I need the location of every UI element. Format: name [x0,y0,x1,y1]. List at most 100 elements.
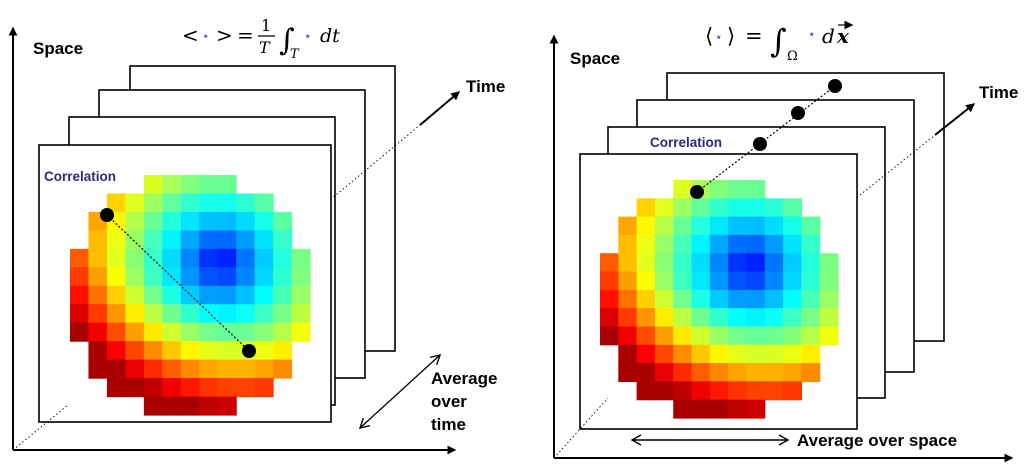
heatmap-cell [217,175,237,195]
heatmap-cell [125,378,145,398]
heatmap-cell [728,326,748,346]
heatmap-cell [125,193,145,213]
heatmap-cell [106,230,126,250]
heatmap-cell [199,341,219,361]
heatmap-cell [88,248,108,268]
heatmap-cell [709,234,729,254]
heatmap-cell [162,175,182,195]
heatmap-cell [673,344,693,364]
heatmap-cell [143,193,163,213]
heatmap-cell [273,267,293,287]
correlation-label: Correlation [44,169,116,184]
heatmap-cell [673,308,693,328]
heatmap-cell [691,253,711,273]
heatmap-cell [143,341,163,361]
average-over-time-arrow [358,354,442,429]
heatmap-cell [673,198,693,218]
heatmap-cell [199,211,219,231]
heatmap-cell [709,180,729,199]
heatmap-cell [746,253,766,273]
time-axis-arrow [419,91,461,126]
average-over-space-label: Average over space [797,431,957,450]
heatmap-cell [673,271,693,291]
left-panel: < ⋆ > = 1 T ∫ T ⋆ dt Space Time Correlat… [8,16,505,455]
heatmap-cell [70,304,90,324]
heatmap-cell [106,341,126,361]
heatmap-cell [654,308,674,328]
heatmap-cell [801,234,821,254]
heatmap-cell [143,396,163,416]
heatmap-cell [88,267,108,287]
heatmap-cell [254,230,274,250]
heatmap-cell [764,198,784,218]
heatmap-cell [600,326,619,346]
heatmap-cell [143,285,163,305]
heatmap-cell [801,271,821,291]
heatmap-cell [291,322,311,342]
heatmap-cell [819,271,839,291]
heatmap-cell [273,322,293,342]
heatmap-cell [162,378,182,398]
heatmap-cell [180,341,200,361]
heatmap-cell [746,326,766,346]
heatmap-cell [217,322,237,342]
heatmap-cell [106,193,126,213]
heatmap-cell [636,271,656,291]
formula-equals: = [237,23,254,47]
heatmap-cell [236,285,256,305]
heatmap-cell [199,359,219,379]
heatmap-cell [125,267,145,287]
heatmap-cell [254,304,274,324]
heatmap-cell [746,180,766,199]
heatmap-cell [199,193,219,213]
heatmap-cell [254,211,274,231]
heatmap-cell [636,198,656,218]
heatmap-cell [709,381,729,401]
space-axis-label: Space [570,49,620,68]
heatmap-cell [691,308,711,328]
heatmap-cell [106,267,126,287]
formula-open-angle: ⟨ [705,24,713,48]
heatmap-cell [180,193,200,213]
time-axis-label: Time [979,83,1018,102]
tracked-point-frame-4 [828,79,842,93]
heatmap-cell [673,326,693,346]
heatmap-cell [654,198,674,218]
heatmap-cell [636,381,656,401]
heatmap-cell [199,248,219,268]
heatmap-cell [125,248,145,268]
formula-integral-subscript: Ω [787,49,798,64]
heatmap-cell [600,289,619,309]
heatmap-cell [728,289,748,309]
heatmap-cell [125,341,145,361]
heatmap-cell [254,341,274,361]
heatmap-cell [746,399,766,419]
heatmap-cell [180,322,200,342]
heatmap-cell [273,359,293,379]
heatmap-cell [673,381,693,401]
heatmap-cell [199,322,219,342]
formula-open-bracket: < [182,23,199,47]
heatmap-cell [618,271,638,291]
heatmap-cell [654,363,674,382]
heatmap-cell [273,304,293,324]
heatmap-cell [180,359,200,379]
correlation-point-b [242,344,256,358]
heatmap-cell [691,363,711,382]
heatmap-cell [254,322,274,342]
heatmap-cell [636,363,656,382]
heatmap-cell [746,344,766,364]
heatmap-cell [709,344,729,364]
correlation-heatmap [70,175,311,416]
heatmap-cell [143,322,163,342]
heatmap-cell [764,344,784,364]
heatmap-cell [746,271,766,291]
heatmap-cell [88,304,108,324]
space-axis-label: Space [33,39,83,58]
heatmap-cell [254,267,274,287]
heatmap-cell [783,326,802,346]
heatmap-cell [236,267,256,287]
heatmap-cell [709,271,729,291]
heatmap-cell [199,267,219,287]
heatmap-cell [70,322,90,342]
